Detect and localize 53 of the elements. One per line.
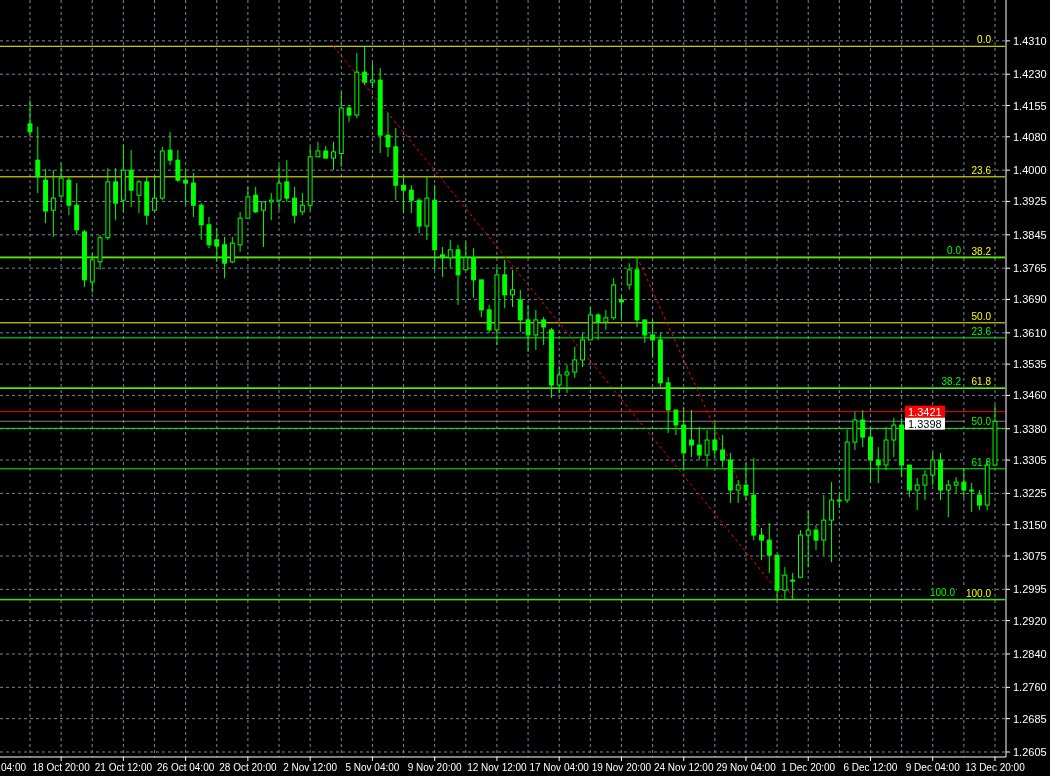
- x-tick-label: 28 Oct 20:00: [219, 762, 277, 773]
- ref-line-label: 1.3398: [908, 417, 942, 430]
- y-tick-label: 1.2920: [1013, 614, 1047, 627]
- y-tick-label: 1.4000: [1013, 164, 1047, 177]
- annotation: 50.0: [971, 416, 992, 428]
- y-tick-label: 1.3765: [1013, 262, 1047, 275]
- annotation: 0.0: [977, 34, 992, 46]
- y-tick-label: 1.4310: [1013, 34, 1047, 47]
- annotation: 0.0: [947, 244, 962, 256]
- annotation: 23.6: [971, 164, 992, 176]
- text: 04:00: [1, 762, 27, 773]
- y-tick-label: 1.4230: [1013, 68, 1047, 81]
- y-tick-label: 1.3305: [1013, 454, 1047, 467]
- y-tick-label: 1.3845: [1013, 228, 1047, 241]
- y-tick-label: 1.2840: [1013, 647, 1047, 660]
- x-tick-label: 24 Nov 12:00: [653, 762, 714, 773]
- x-tick-label: 9 Nov 20:00: [407, 762, 463, 773]
- y-tick-label: 1.3535: [1013, 358, 1047, 371]
- y-tick-label: 1.4080: [1013, 130, 1047, 143]
- y-tick-label: 1.2685: [1013, 712, 1047, 725]
- x-tick-label: 12 Nov 12:00: [467, 762, 528, 773]
- annotation: 38.2: [941, 375, 962, 387]
- y-tick-label: 1.3925: [1013, 195, 1047, 208]
- x-tick-label: 18 Oct 20:00: [32, 762, 91, 773]
- x-tick-label: 1 Dec 20:00: [781, 762, 836, 773]
- x-tick-label: 17 Nov 04:00: [529, 762, 590, 773]
- y-tick-label: 1.3150: [1013, 518, 1047, 531]
- x-tick-label: 13 Dec 20:00: [965, 762, 1026, 773]
- y-tick-label: 1.3690: [1013, 293, 1047, 306]
- annotation: 23.6: [971, 325, 992, 337]
- y-tick-label: 1.3460: [1013, 389, 1047, 402]
- y-tick-label: 1.3380: [1013, 422, 1047, 435]
- x-tick-label: 6 Dec 12:00: [843, 762, 898, 773]
- x-tick-label: 2 Nov 12:00: [283, 762, 338, 773]
- x-tick-label: 5 Nov 04:00: [345, 762, 400, 773]
- annotation: 100.0: [965, 587, 992, 599]
- y-tick-label: 1.3225: [1013, 487, 1047, 500]
- y-tick-label: 1.2760: [1013, 681, 1047, 694]
- y-tick-label: 1.2995: [1013, 583, 1047, 596]
- annotation: 100.0: [929, 587, 956, 599]
- x-tick-label: 26 Oct 04:00: [157, 762, 215, 773]
- y-tick-label: 1.2605: [1013, 746, 1047, 758]
- ref-line-label: 1.3421: [908, 405, 942, 418]
- x-tick-label: 29 Nov 04:00: [716, 762, 777, 773]
- x-tick-label: 21 Oct 12:00: [94, 762, 153, 773]
- x-tick-label: 9 Dec 04:00: [905, 762, 961, 773]
- x-tick-label: 19 Nov 20:00: [591, 762, 652, 773]
- y-tick-label: 1.4155: [1013, 99, 1047, 112]
- y-tick-label: 1.3610: [1013, 326, 1047, 339]
- annotation: 38.2: [971, 245, 992, 257]
- annotation: 50.0: [971, 310, 992, 322]
- annotation: 61.8: [971, 376, 992, 388]
- y-tick-label: 1.3075: [1013, 549, 1047, 562]
